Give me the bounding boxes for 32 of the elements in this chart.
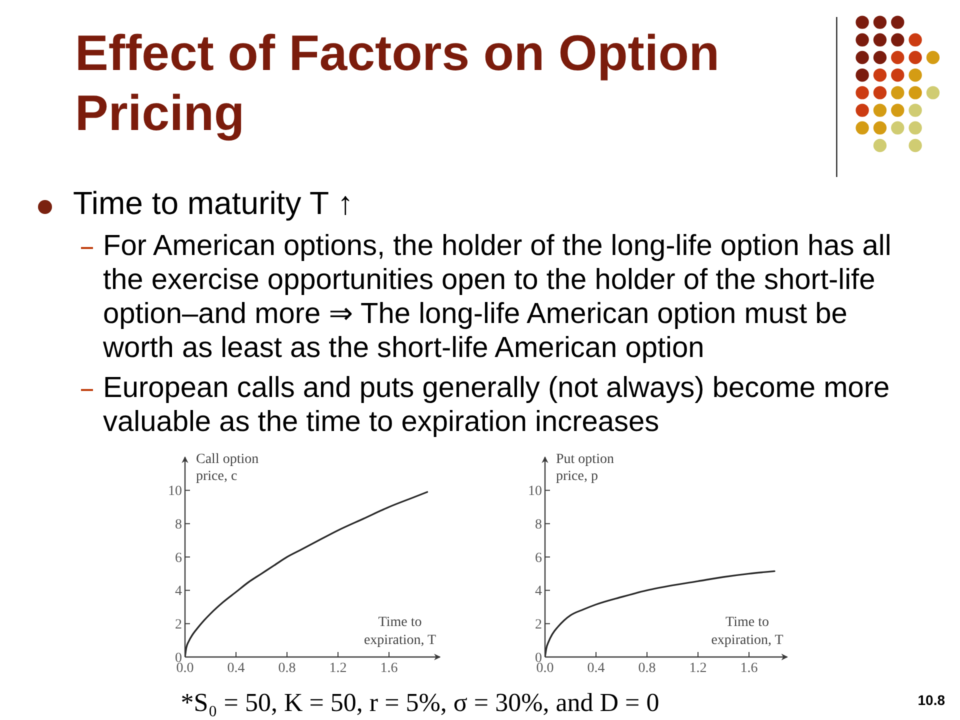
text: *S₀ = 50, K = 50, r = 5%, σ = 30%, and D = 0 bbox=[180, 688, 660, 717]
x-tick-label: 1.2 bbox=[689, 660, 707, 676]
y-tick-label: 10 bbox=[528, 484, 542, 500]
x-tick-label: 0.4 bbox=[227, 660, 245, 676]
text: Effect of Factors on Option Pricing bbox=[75, 25, 720, 141]
x-axis-title: Time to expiration, T bbox=[711, 615, 784, 648]
y-tick-label: 8 bbox=[535, 518, 542, 533]
y-tick-label: 4 bbox=[175, 584, 182, 600]
y-axis-title: Put option price, p bbox=[556, 452, 614, 484]
line-series bbox=[545, 570, 776, 657]
y-axis-title: Call option price, c bbox=[196, 452, 259, 484]
y-tick-label: 8 bbox=[175, 518, 182, 533]
text: Time to maturity T ↑ bbox=[73, 185, 354, 221]
y-tick-label: 2 bbox=[535, 618, 542, 633]
y-tick-label: 10 bbox=[168, 484, 182, 500]
line-series bbox=[185, 491, 428, 657]
x-tick-label: 0.4 bbox=[587, 660, 605, 676]
text: For American options, the holder of the long-life option has all the exercise opportunities open to the holder of the short-life option–and more ⇒ The long-life American option must be worth as least as the short-life American option bbox=[103, 230, 892, 364]
y-tick-label: 6 bbox=[175, 550, 182, 566]
x-tick-label: 1.6 bbox=[380, 660, 398, 676]
y-tick-label: 2 bbox=[175, 618, 182, 633]
text: 10.8 bbox=[918, 692, 945, 708]
x-tick-label: 0.0 bbox=[536, 660, 554, 676]
y-tick-label: 4 bbox=[535, 584, 542, 600]
x-tick-label: 0.8 bbox=[278, 660, 296, 676]
x-tick-label: 0.0 bbox=[176, 660, 194, 676]
x-axis-title: Time to expiration, T bbox=[364, 615, 436, 648]
y-tick-label: 6 bbox=[535, 550, 542, 566]
x-tick-label: 1.2 bbox=[329, 660, 347, 676]
x-tick-label: 1.6 bbox=[740, 660, 758, 676]
text: European calls and puts generally (not always) become more valuable as the time to expiration increases bbox=[103, 372, 890, 438]
x-tick-label: 0.8 bbox=[638, 660, 656, 676]
